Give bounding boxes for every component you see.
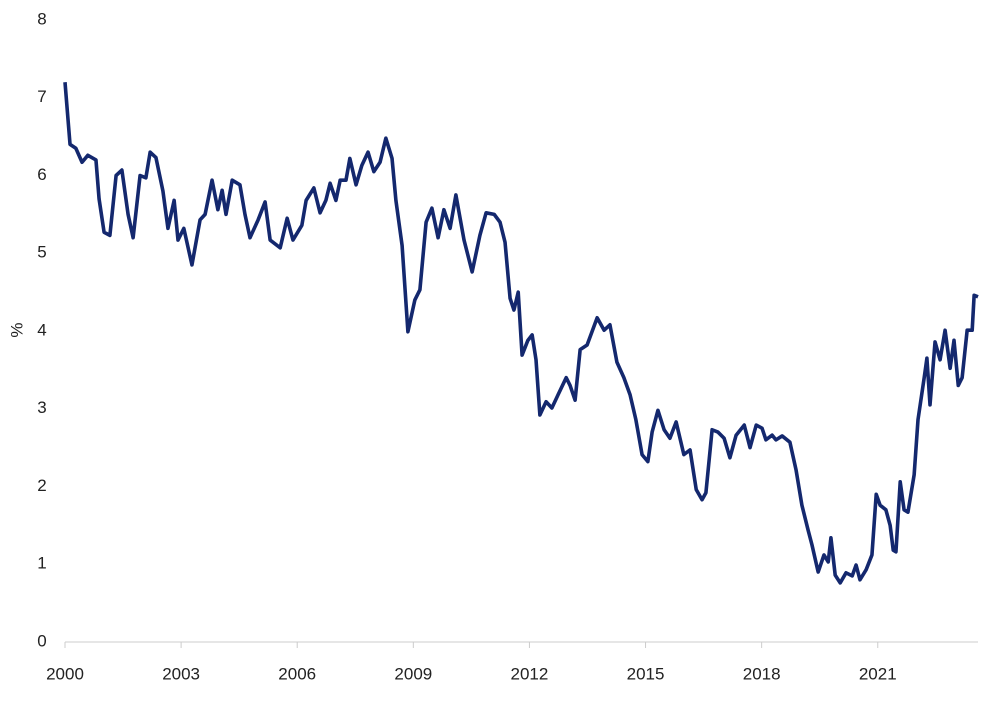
y-tick-label: 3 [37,398,46,417]
x-tick-label: 2006 [278,664,316,683]
y-tick-label: 4 [37,320,46,339]
x-tick-label: 2018 [743,664,781,683]
x-tick-label: 2000 [46,664,84,683]
y-tick-label: 8 [37,9,46,28]
x-tick-label: 2009 [394,664,432,683]
y-axis-label: % [7,322,26,337]
x-tick-label: 2012 [511,664,549,683]
y-tick-label: 0 [37,631,46,650]
y-tick-label: 2 [37,476,46,495]
y-tick-label: 7 [37,87,46,106]
data-line [63,82,979,585]
y-tick-label: 5 [37,243,46,262]
x-tick-label: 2021 [859,664,897,683]
x-tick-label: 2003 [162,664,200,683]
x-tick-label: 2015 [627,664,665,683]
y-tick-label: 6 [37,165,46,184]
y-tick-label: 1 [37,554,46,573]
